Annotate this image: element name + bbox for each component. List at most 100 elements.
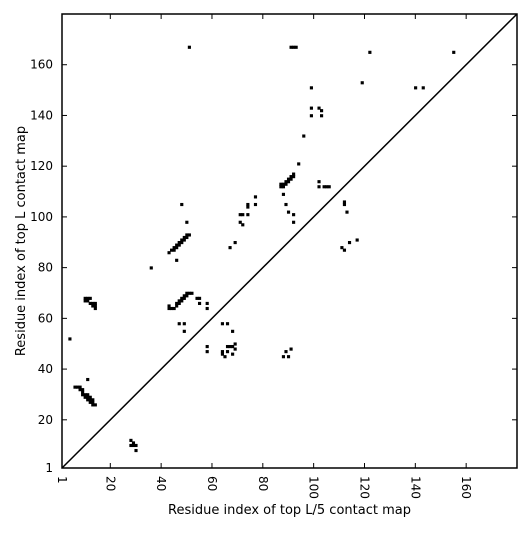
data-point [81,390,85,394]
data-point [149,266,153,270]
data-point [172,246,176,250]
x-tick-label: 80 [256,476,270,491]
data-point [205,344,209,349]
y-tick-label: 20 [38,413,53,427]
x-tick-label: 140 [408,476,422,499]
marks-layer [68,45,456,453]
data-point [284,182,288,186]
data-point [175,258,179,262]
data-point [302,134,306,138]
data-point [281,182,286,186]
data-point [220,352,225,356]
data-point [187,45,191,49]
data-point [284,202,288,207]
data-point [253,195,258,199]
data-point [180,238,184,242]
data-point [317,180,321,184]
data-point [281,185,286,189]
data-point [180,296,184,300]
diagonal-layer [61,13,518,469]
data-point [180,202,184,207]
data-point [281,355,286,359]
data-point [205,306,209,311]
data-point [238,220,242,224]
data-point [281,192,286,196]
data-point [317,106,321,110]
diagonal-line [61,13,518,469]
data-point [241,213,245,217]
data-point [88,296,92,300]
data-point [228,246,232,250]
y-tick-label: 60 [38,311,53,325]
data-point [197,296,202,300]
data-point [131,441,136,445]
data-point [134,448,138,453]
data-point [81,393,85,397]
data-point [289,177,293,181]
data-point [286,180,291,184]
data-point [231,344,235,349]
data-point [91,301,95,306]
data-point [177,322,181,326]
data-point [233,342,237,346]
data-point [83,299,87,303]
data-point [241,223,245,227]
data-point [289,347,293,351]
data-point [86,377,90,382]
data-point [220,350,225,354]
data-point [167,251,171,255]
y-tick-label: 80 [38,261,53,275]
data-point [289,175,293,179]
data-point [185,294,189,298]
data-point [286,177,291,181]
data-point [246,205,250,209]
data-point [225,344,230,349]
data-point [231,352,235,356]
data-point [182,296,186,300]
data-point [225,350,230,354]
data-point [452,50,456,54]
data-point [342,202,347,207]
data-point [187,233,191,237]
data-point [93,304,97,308]
data-point [195,296,199,300]
data-point [292,175,296,179]
data-point [228,344,232,349]
y-axis-label: Residue index of top L contact map [14,126,29,356]
data-point [190,291,194,295]
data-point [309,114,313,118]
data-point [360,81,364,85]
data-point [368,50,372,54]
data-point [93,306,97,311]
data-point [220,322,225,326]
data-point [292,220,296,224]
data-point [279,185,283,189]
data-point [238,213,242,217]
data-point [83,393,87,397]
data-point [289,45,293,49]
data-point [342,200,347,204]
data-point [182,322,186,326]
data-point [180,241,184,245]
data-point [91,400,95,404]
data-point [170,248,174,252]
data-point [129,438,133,442]
data-point [91,304,95,308]
data-point [205,301,209,306]
x-tick-label: 1 [55,476,69,484]
data-point [172,306,176,311]
data-point [253,202,258,207]
data-point [414,86,418,90]
data-point [88,398,92,402]
data-point [91,398,95,402]
data-point [345,210,349,214]
data-point [279,182,283,186]
data-point [246,202,250,207]
data-point [177,241,181,245]
data-point [284,350,288,354]
data-point [88,395,92,399]
x-axis-label: Residue index of top L/5 contact map [168,503,411,518]
data-point [175,304,179,308]
data-point [231,329,235,333]
x-tick-label: 100 [307,476,321,499]
